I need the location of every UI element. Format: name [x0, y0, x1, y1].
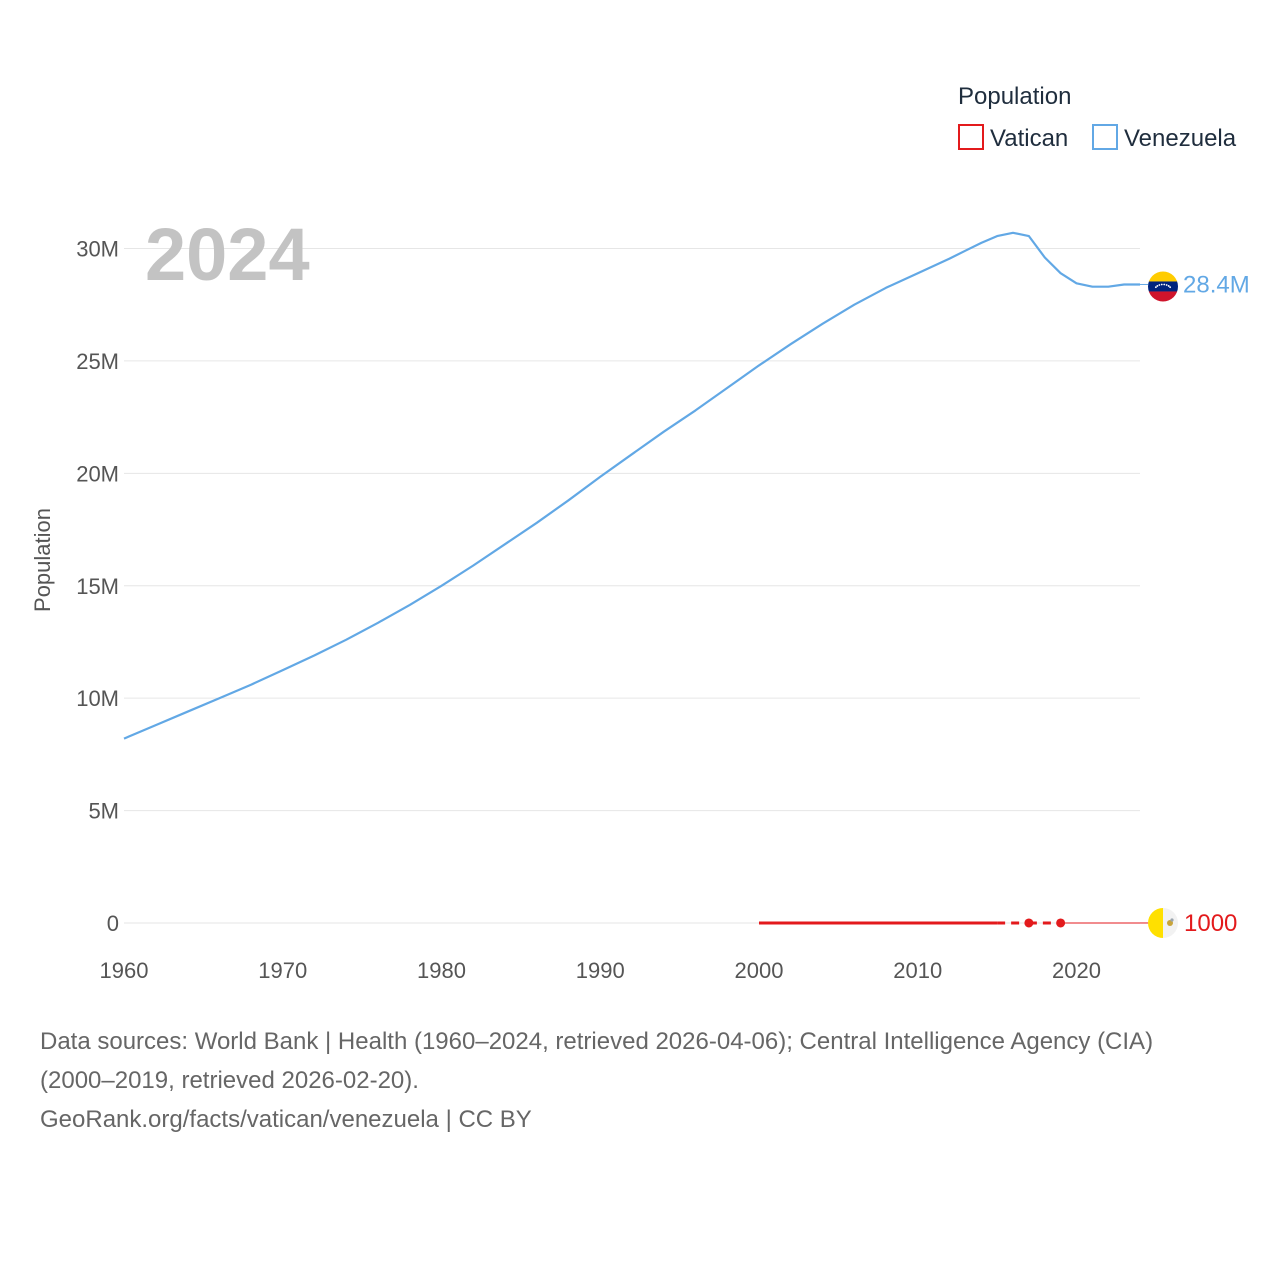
chart: 0 5M 10M 15M 20M 25M 30M 1960 1970 1980 1990 2000 2…: [30, 83, 1250, 983]
year-label: 2024: [145, 213, 310, 296]
legend-label-venezuela: Venezuela: [1124, 125, 1237, 152]
y-tick-label: 15M: [76, 574, 119, 599]
legend-item-vatican[interactable]: Vatican: [958, 124, 1068, 152]
x-tick-label: 2000: [735, 958, 784, 983]
x-tick-label: 1980: [417, 958, 466, 983]
data-sources-line-2: (2000–2019, retrieved 2026-02-20).: [40, 1067, 419, 1094]
attribution-link[interactable]: GeoRank.org/facts/vatican/venezuela | CC…: [40, 1106, 532, 1133]
x-tick-label: 1970: [258, 958, 307, 983]
venezuela-line: [123, 231, 1140, 740]
legend: Population Vatican Venezuela: [958, 83, 1237, 152]
series-layer: 28.4M 1000: [123, 231, 1250, 938]
x-tick-label: 2020: [1052, 958, 1101, 983]
y-tick-label: 5M: [88, 799, 119, 824]
y-axis-label: Population: [30, 508, 55, 612]
y-tick-label: 20M: [76, 461, 119, 486]
gridlines: [124, 248, 1140, 924]
legend-label-vatican: Vatican: [990, 125, 1068, 152]
footer: Data sources: World Bank | Health (1960–…: [40, 1022, 1250, 1139]
venezuela-end-label: 28.4M: [1183, 271, 1250, 298]
vatican-point: [1024, 918, 1034, 928]
x-tick-label: 2010: [893, 958, 942, 983]
x-axis-ticks: 1960 1970 1980 1990 2000 2010 2020: [100, 958, 1101, 983]
x-tick-label: 1960: [100, 958, 149, 983]
venezuela-flag-icon: [1148, 271, 1178, 302]
y-tick-label: 10M: [76, 686, 119, 711]
legend-swatch-vatican: [958, 124, 984, 150]
y-tick-label: 30M: [76, 237, 119, 262]
y-tick-label: 0: [107, 911, 119, 936]
y-tick-label: 25M: [76, 349, 119, 374]
vatican-flag-icon: [1148, 907, 1178, 938]
vatican-point: [1056, 918, 1066, 928]
data-sources-line-1: Data sources: World Bank | Health (1960–…: [40, 1028, 1154, 1055]
legend-swatch-venezuela: [1092, 124, 1118, 150]
legend-title: Population: [958, 83, 1071, 110]
x-tick-label: 1990: [576, 958, 625, 983]
vatican-end-label: 1000: [1184, 910, 1237, 937]
y-axis-ticks: 0 5M 10M 15M 20M 25M 30M: [76, 237, 119, 937]
legend-item-venezuela[interactable]: Venezuela: [1092, 124, 1237, 152]
